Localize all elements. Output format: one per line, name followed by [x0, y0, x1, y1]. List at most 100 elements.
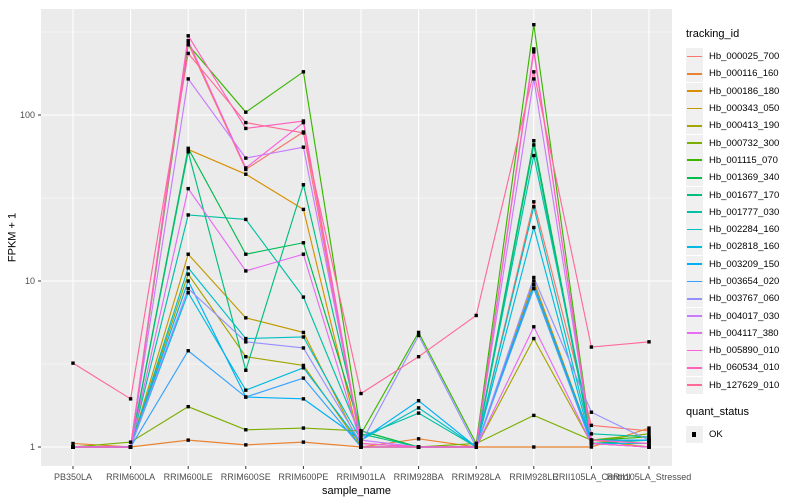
legend-swatch-line — [687, 349, 702, 352]
legend-key — [686, 342, 703, 360]
plot-panel — [41, 9, 672, 466]
legend-key — [686, 134, 703, 152]
data-point — [532, 47, 536, 51]
data-point — [71, 441, 75, 446]
legend-key — [686, 48, 703, 66]
data-point — [532, 336, 536, 341]
data-point — [532, 282, 536, 287]
data-point — [244, 316, 248, 320]
data-point — [186, 51, 190, 56]
legend-swatch-line — [687, 90, 702, 93]
legend-swatch-line — [687, 245, 702, 248]
data-point — [532, 205, 536, 209]
legend-key — [686, 169, 703, 187]
legend-item: Hb_000186_180 — [686, 82, 798, 100]
x-axis-title: sample_name — [321, 485, 392, 497]
data-point — [301, 363, 306, 368]
data-point — [416, 406, 421, 410]
legend-items-tracking: Hb_000025_700 Hb_000116_160 Hb_000186_180 H… — [686, 48, 798, 394]
legend-item: Hb_003209_150 — [686, 255, 798, 273]
legend-item-label: Hb_003209_150 — [709, 258, 780, 270]
legend-key — [686, 273, 703, 290]
data-point — [186, 34, 190, 38]
data-point — [359, 445, 363, 449]
data-points — [71, 22, 651, 449]
legend-swatch-line — [687, 124, 702, 127]
data-point — [186, 39, 190, 43]
data-point — [301, 397, 306, 401]
legend-item: Hb_004017_030 — [686, 307, 798, 325]
legend-item: Hb_127629_010 — [686, 376, 798, 394]
legend-item-label: Hb_000343_050 — [709, 103, 780, 115]
data-point — [416, 399, 421, 403]
data-point — [532, 286, 536, 291]
data-point — [244, 269, 248, 273]
x-tick-label: RRIM901LA — [336, 472, 385, 482]
data-point — [244, 354, 248, 359]
data-point — [532, 225, 536, 230]
legend-item-label: Hb_001677_170 — [709, 189, 780, 201]
legend-item: Hb_003767_060 — [686, 290, 798, 308]
legend-swatch-line — [687, 107, 702, 110]
x-tick-label: RRIM600SE — [221, 472, 271, 482]
data-point — [301, 252, 306, 256]
data-point — [244, 443, 248, 447]
data-point — [128, 445, 133, 449]
legend-swatch-line — [687, 55, 702, 58]
legend-item: Hb_000343_050 — [686, 100, 798, 118]
data-point — [301, 376, 306, 380]
data-point — [474, 313, 478, 318]
legend-item: Hb_000025_700 — [686, 48, 798, 66]
data-point — [359, 391, 363, 396]
x-tick-label: RRIM600LA — [106, 472, 155, 482]
data-point — [244, 172, 248, 176]
data-point — [244, 110, 248, 114]
legend-swatch-line — [687, 384, 702, 387]
x-tick-label: RRIM928LA — [452, 472, 501, 482]
legend-item-label: Hb_000025_700 — [709, 51, 780, 63]
data-point — [301, 207, 306, 212]
legend-swatch-line — [687, 211, 702, 214]
legend-key — [686, 151, 703, 169]
legend-item: Hb_002284_160 — [686, 221, 798, 239]
data-point — [244, 395, 248, 399]
data-point — [301, 131, 306, 135]
legend-key — [686, 290, 703, 308]
data-point — [244, 388, 248, 392]
legend-title-tracking: tracking_id — [686, 28, 740, 40]
legend-item-label: Hb_005890_010 — [709, 345, 780, 357]
legend-item: Hb_002818_160 — [686, 238, 798, 256]
legend-key — [686, 324, 703, 342]
x-tick-label: RRII105LA_Stressed — [607, 472, 692, 482]
legend-swatch-line — [687, 297, 702, 300]
legend-item-label: Hb_000413_190 — [709, 120, 780, 132]
data-point — [589, 445, 594, 449]
legend-item: Hb_001777_030 — [686, 203, 798, 221]
data-point — [589, 410, 594, 414]
legend-swatch-line — [687, 366, 702, 369]
data-point — [359, 432, 363, 436]
data-point — [244, 217, 248, 222]
x-tick-label: RRIM928LE — [509, 472, 558, 482]
legend-key — [686, 186, 703, 204]
data-point — [186, 279, 190, 283]
x-tick-label: RRII105LA_Control — [552, 472, 630, 482]
data-point — [244, 428, 248, 432]
legend-swatch-line — [687, 72, 702, 75]
data-point — [359, 429, 363, 433]
legend-item: Hb_001369_340 — [686, 169, 798, 187]
data-point — [359, 435, 363, 439]
x-tick-label: RRIM928BA — [394, 472, 444, 482]
legend-item-label: Hb_060534_010 — [709, 362, 780, 374]
data-point — [186, 186, 190, 191]
legend-key — [686, 238, 703, 256]
data-point — [186, 146, 190, 151]
data-point — [416, 437, 421, 441]
data-point — [416, 354, 421, 359]
data-point — [301, 145, 306, 149]
legend-key — [686, 359, 703, 377]
data-point — [186, 438, 190, 442]
data-point — [532, 279, 536, 283]
legend-item-label: Hb_000732_300 — [709, 137, 780, 149]
data-point — [589, 441, 594, 446]
